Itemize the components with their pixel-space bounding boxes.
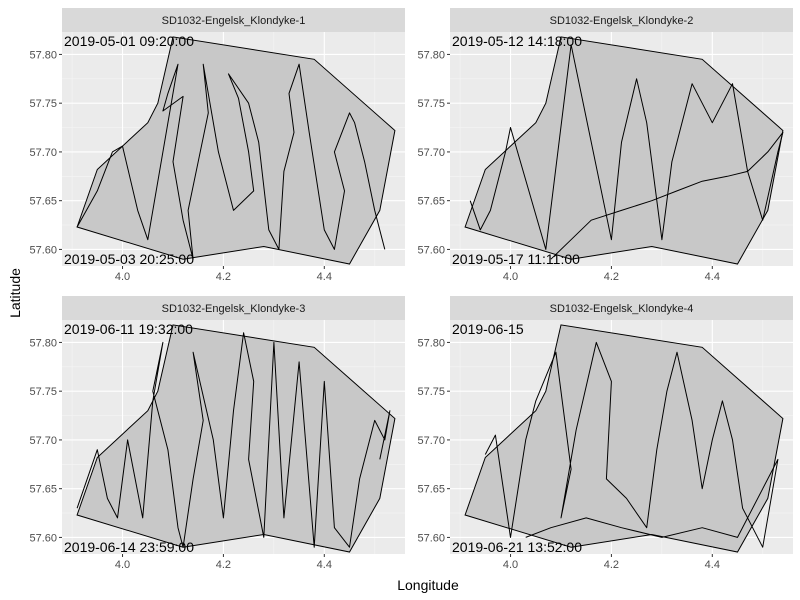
facet-panel: SD1032-Engelsk_Klondyke-1 2019-05-01 09:2…	[29, 8, 405, 283]
facet-title: SD1032-Engelsk_Klondyke-3	[162, 303, 306, 315]
survey-area-polygon	[76, 36, 396, 265]
y-tick-label: 57.80	[417, 49, 445, 61]
track-line	[76, 332, 391, 548]
x-tick-label: 4.4	[705, 559, 720, 571]
x-tick-label: 4.4	[317, 559, 332, 571]
end-time-label: 2019-06-21 13:52:00	[452, 539, 582, 555]
y-tick-label: 57.60	[417, 244, 445, 256]
y-tick-label: 57.75	[29, 386, 57, 398]
x-tick-label: 4.0	[503, 271, 518, 283]
x-tick-label: 4.2	[604, 559, 619, 571]
facet-strip	[450, 8, 793, 32]
y-tick-label: 57.65	[29, 484, 57, 496]
x-tick-label: 4.2	[216, 559, 231, 571]
facet-title: SD1032-Engelsk_Klondyke-2	[550, 15, 694, 27]
end-time-label: 2019-05-17 11:11:00	[452, 251, 580, 267]
y-tick-label: 57.75	[417, 386, 445, 398]
x-tick-label: 4.0	[115, 271, 130, 283]
facet-strip	[62, 296, 405, 320]
y-tick-label: 57.60	[29, 244, 57, 256]
x-tick-label: 4.2	[604, 271, 619, 283]
y-tick-label: 57.65	[417, 484, 445, 496]
x-tick-label: 4.4	[317, 271, 332, 283]
x-axis-title: Longitude	[397, 577, 459, 593]
survey-area-polygon	[464, 324, 784, 553]
panels-layer: SD1032-Engelsk_Klondyke-1 2019-05-01 09:2…	[29, 8, 793, 571]
track-line	[469, 44, 784, 260]
y-tick-label: 57.80	[29, 337, 57, 349]
x-tick-label: 4.0	[115, 559, 130, 571]
facet-title: SD1032-Engelsk_Klondyke-1	[162, 15, 306, 27]
end-time-label: 2019-05-03 20:25:00	[64, 251, 194, 267]
facet-panel: SD1032-Engelsk_Klondyke-4 2019-06-15 2019-…	[417, 296, 793, 571]
y-tick-label: 57.60	[29, 532, 57, 544]
facet-strip	[62, 8, 405, 32]
y-tick-label: 57.80	[29, 49, 57, 61]
y-tick-label: 57.75	[417, 98, 445, 110]
y-tick-label: 57.80	[417, 337, 445, 349]
track-line	[76, 63, 386, 260]
start-time-label: 2019-05-12 14:18:00	[452, 33, 582, 49]
y-tick-label: 57.70	[29, 147, 57, 159]
y-tick-label: 57.65	[417, 196, 445, 208]
start-time-label: 2019-05-01 09:20:00	[64, 33, 194, 49]
facet-panel: SD1032-Engelsk_Klondyke-2 2019-05-12 14:1…	[417, 8, 793, 283]
y-tick-label: 57.75	[29, 98, 57, 110]
y-tick-label: 57.70	[417, 435, 445, 447]
start-time-label: 2019-06-11 19:32:00	[64, 321, 193, 337]
end-time-label: 2019-06-14 23:59:00	[64, 539, 194, 555]
y-tick-label: 57.70	[29, 435, 57, 447]
y-tick-label: 57.60	[417, 532, 445, 544]
track-line	[484, 341, 779, 548]
y-axis-title: Latitude	[7, 268, 23, 318]
y-tick-label: 57.65	[29, 196, 57, 208]
facet-strip	[450, 296, 793, 320]
x-tick-label: 4.0	[503, 559, 518, 571]
facet-panel: SD1032-Engelsk_Klondyke-3 2019-06-11 19:3…	[29, 296, 405, 571]
x-tick-label: 4.2	[216, 271, 231, 283]
survey-area-polygon	[464, 36, 784, 265]
survey-area-polygon	[76, 324, 396, 553]
y-tick-label: 57.70	[417, 147, 445, 159]
start-time-label: 2019-06-15	[452, 321, 524, 337]
facet-title: SD1032-Engelsk_Klondyke-4	[550, 303, 694, 315]
x-tick-label: 4.4	[705, 271, 720, 283]
